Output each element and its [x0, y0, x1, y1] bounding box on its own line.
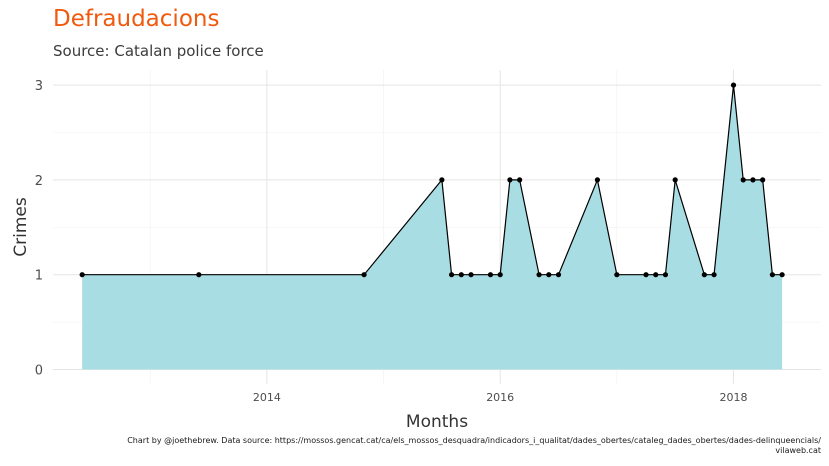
data-point	[487, 272, 494, 278]
data-point	[662, 272, 669, 278]
line-layer	[82, 85, 783, 276]
chart-subtitle: Source: Catalan police force	[53, 42, 264, 60]
x-tick-label: 2018	[720, 391, 748, 404]
data-point	[468, 272, 474, 278]
data-point	[196, 272, 202, 278]
caption-source: Chart by @joethebrew. Data source: https…	[127, 436, 821, 445]
caption-site: vilaweb.cat	[775, 446, 821, 455]
data-point	[439, 177, 445, 183]
data-point	[653, 272, 659, 278]
y-axis-label: Crimes	[11, 197, 31, 257]
data-point	[458, 272, 464, 278]
caption: Chart by @joethebrew. Data source: https…	[61, 436, 821, 456]
data-point	[361, 272, 367, 278]
y-tick-label: 0	[35, 364, 43, 379]
data-point	[730, 82, 737, 88]
x-tick-label: 2014	[253, 391, 281, 404]
data-point	[546, 272, 552, 278]
points-layer	[79, 82, 785, 278]
y-tick-label: 3	[35, 79, 43, 94]
data-point	[517, 177, 523, 183]
data-point	[740, 177, 746, 183]
data-point	[507, 177, 513, 183]
data-point	[750, 177, 756, 183]
data-point	[643, 272, 649, 278]
data-point	[760, 177, 766, 183]
tick-labels: 0 1 2 3 2014 2016 2018	[35, 79, 748, 404]
chart-title: Defraudacions	[53, 6, 220, 32]
area-fill	[82, 85, 783, 370]
area-layer	[82, 85, 783, 370]
data-point	[79, 272, 85, 278]
data-point	[701, 272, 707, 278]
data-point	[672, 177, 678, 183]
x-tick-label: 2016	[486, 391, 514, 404]
x-axis-label: Months	[406, 412, 468, 432]
y-tick-label: 2	[35, 174, 43, 189]
data-point	[536, 272, 542, 278]
series-line	[82, 85, 783, 276]
data-point	[779, 272, 785, 278]
data-point	[555, 272, 562, 278]
data-point	[769, 272, 775, 278]
y-tick-label: 1	[35, 269, 43, 284]
data-point	[497, 272, 503, 278]
data-point	[448, 272, 455, 278]
data-point	[594, 177, 601, 183]
data-point	[614, 272, 620, 278]
data-point	[711, 272, 717, 278]
